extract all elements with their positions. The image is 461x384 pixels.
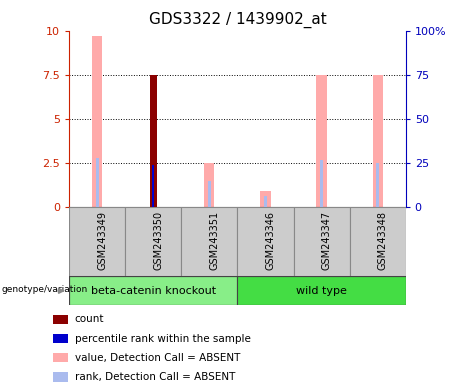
Bar (372, 75, 383, 207)
Bar (150, 75, 157, 207)
Text: GSM243349: GSM243349 (97, 211, 107, 270)
Bar (204, 163, 214, 207)
Text: GSM243351: GSM243351 (209, 211, 219, 270)
Text: GSM243350: GSM243350 (153, 211, 163, 270)
Text: GSM243346: GSM243346 (266, 211, 276, 270)
Bar (53, 372, 68, 382)
Bar (349, 207, 406, 276)
Text: wild type: wild type (296, 286, 347, 296)
Bar (69, 276, 237, 305)
Text: count: count (75, 314, 104, 324)
Bar (53, 315, 68, 324)
Text: value, Detection Call = ABSENT: value, Detection Call = ABSENT (75, 353, 240, 363)
Bar (53, 334, 68, 343)
Title: GDS3322 / 1439902_at: GDS3322 / 1439902_at (148, 12, 326, 28)
Bar (69, 207, 125, 276)
Bar (264, 196, 267, 207)
Bar (53, 353, 68, 362)
Bar (95, 158, 99, 207)
Bar (320, 160, 323, 207)
Text: GSM243348: GSM243348 (378, 211, 388, 270)
Bar (317, 75, 326, 207)
Text: rank, Detection Call = ABSENT: rank, Detection Call = ABSENT (75, 372, 235, 382)
Bar (208, 181, 211, 207)
Bar (237, 276, 406, 305)
Text: beta-catenin knockout: beta-catenin knockout (91, 286, 216, 296)
Bar (260, 192, 271, 207)
Bar (237, 207, 294, 276)
Text: GSM243347: GSM243347 (322, 211, 331, 270)
Bar (152, 165, 154, 207)
Bar (92, 36, 102, 207)
Bar (376, 163, 379, 207)
Bar (125, 207, 181, 276)
Text: genotype/variation: genotype/variation (1, 285, 88, 294)
Bar (294, 207, 349, 276)
Text: percentile rank within the sample: percentile rank within the sample (75, 334, 251, 344)
Bar (181, 207, 237, 276)
